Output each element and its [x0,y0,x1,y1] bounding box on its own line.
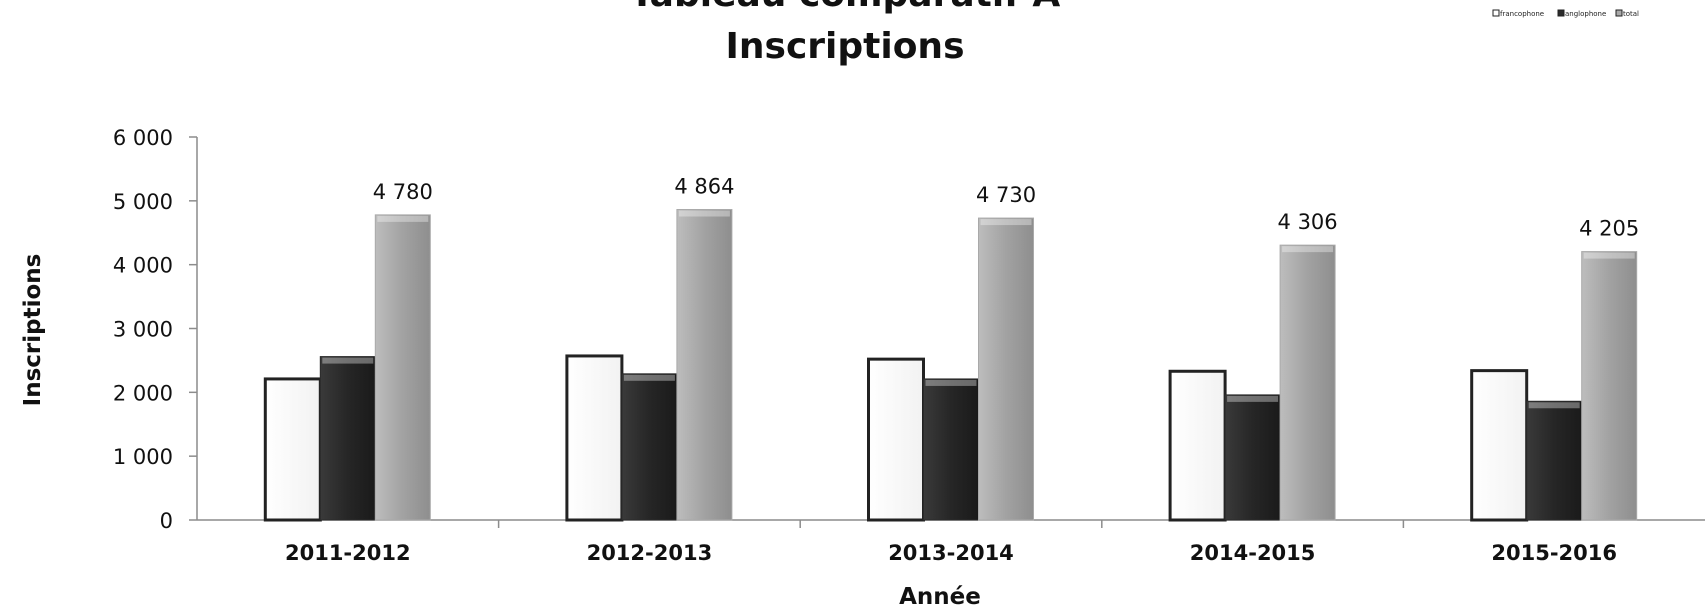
bar-bevel [322,357,374,364]
legend: francophone anglophone total [1492,9,1639,18]
bar-total [1581,251,1638,521]
y-tick-label: 4 000 [113,254,173,278]
bar-francophone [263,377,322,522]
bar-bevel [1227,395,1279,402]
data-label-total: 4 205 [1579,217,1639,241]
bar-francophone [867,357,925,522]
bar-bevel [1583,252,1635,259]
data-label-total: 4 780 [373,180,433,204]
y-tick-label: 6 000 [113,126,173,150]
y-axis-title: Inscriptions [20,254,46,407]
y-tick-label: 1 000 [113,445,173,469]
axes: 0 1 000 2 000 3 000 4 000 5 000 6 000 2011-2012… [113,126,1705,565]
bar-francophone [1470,369,1529,522]
bar-bevel [377,215,429,222]
bar-bevel [1528,402,1580,409]
legend-swatch-total [1615,9,1623,17]
bar-total [374,214,431,521]
legend-swatch-anglophone [1557,9,1565,17]
data-label-total: 4 306 [1278,210,1338,234]
bar-bevel [980,219,1032,226]
bar-bevel [1282,246,1334,253]
bars: 4 780 4 864 4 730 4 306 4 205 [263,175,1639,522]
bar-total [676,209,733,521]
chart-title-line1: Tableau comparatif A [630,0,1061,15]
legend-label-francophone: francophone [1500,10,1544,18]
chart-title-line2: Inscriptions [726,26,965,67]
bar-anglophone [1526,400,1583,521]
legend-label-total: total [1623,10,1639,18]
bar-bevel [623,374,675,381]
x-tick-label: 2014-2015 [1190,541,1316,565]
bar-total [1279,244,1336,521]
legend-swatch-francophone [1492,9,1500,17]
bar-total [978,217,1034,521]
bar-bevel [925,379,977,386]
bar-anglophone [621,373,678,521]
y-tick-label: 2 000 [113,381,173,405]
bar-anglophone [1224,394,1281,521]
x-axis-title: Année [899,584,981,610]
bar-francophone [1168,369,1227,522]
bar-anglophone [923,378,979,521]
x-tick-label: 2015-2016 [1491,541,1617,565]
x-tick-label: 2011-2012 [285,541,411,565]
data-label-total: 4 730 [976,183,1036,207]
y-tick-label: 3 000 [113,318,173,342]
y-tick-label: 5 000 [113,190,173,214]
x-tick-label: 2012-2013 [587,541,713,565]
bar-bevel [678,210,730,217]
bar-anglophone [319,356,376,521]
bar-francophone [565,354,624,522]
x-tick-label: 2013-2014 [888,541,1014,565]
legend-label-anglophone: anglophone [1565,10,1606,18]
y-tick-label: 0 [160,509,173,533]
data-label-total: 4 864 [674,175,734,199]
